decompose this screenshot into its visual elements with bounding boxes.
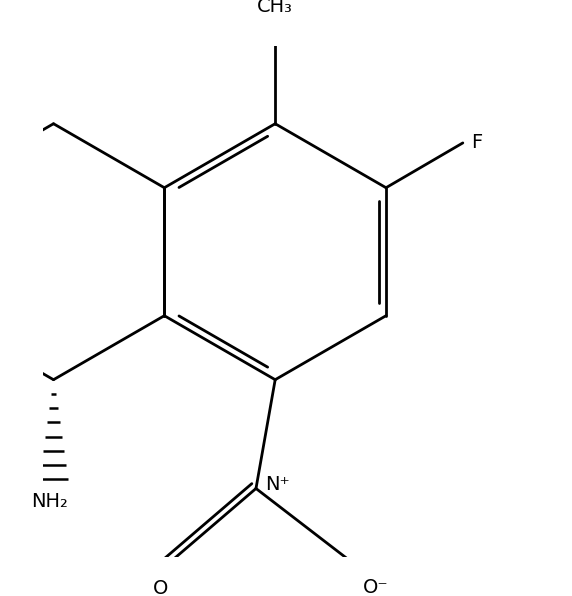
- Text: NH₂: NH₂: [31, 492, 69, 511]
- Text: F: F: [471, 134, 483, 153]
- Text: O: O: [153, 579, 168, 596]
- Text: CH₃: CH₃: [257, 0, 293, 15]
- Text: O⁻: O⁻: [363, 578, 388, 596]
- Text: N⁺: N⁺: [265, 476, 290, 495]
